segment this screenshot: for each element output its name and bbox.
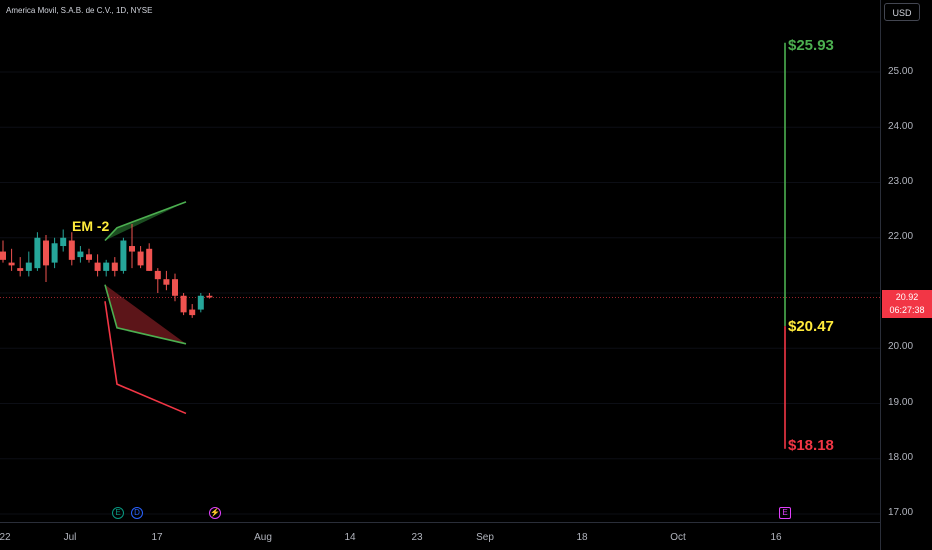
mid-level-label: $20.47 [788, 318, 834, 335]
candle-body [77, 251, 84, 258]
y-tick: 24.00 [888, 121, 914, 132]
candles [0, 223, 213, 318]
x-tick: Jul [63, 532, 77, 543]
candle-body [94, 262, 101, 271]
y-tick: 25.00 [888, 66, 914, 77]
candle-body [172, 279, 178, 296]
candle-body [60, 237, 67, 247]
y-axis-line [880, 0, 881, 550]
candle-body [137, 251, 144, 266]
x-tick: 16 [770, 532, 782, 543]
candle-body [103, 262, 110, 271]
chart-title: America Movil, S.A.B. de C.V., 1D, NYSE [6, 6, 153, 15]
x-tick: 17 [151, 532, 163, 543]
x-tick: Oct [670, 532, 686, 543]
upcoming-earnings-event-icon[interactable]: E [779, 507, 791, 519]
candle-body [8, 262, 15, 266]
lower-level-label: $18.18 [788, 437, 834, 454]
candle-body [17, 268, 24, 271]
split-event-icon[interactable]: ⚡ [209, 507, 221, 519]
y-tick: 18.00 [888, 452, 914, 463]
candle-body [0, 251, 6, 260]
y-tick: 20.00 [888, 341, 914, 352]
y-tick: 19.00 [888, 397, 914, 408]
x-tick: Aug [254, 532, 272, 543]
earnings-event-icon[interactable]: E [112, 507, 124, 519]
x-tick: 14 [344, 532, 356, 543]
dividend-event-icon[interactable]: D [131, 507, 143, 519]
candle-body [197, 295, 204, 310]
x-tick: Sep [476, 532, 494, 543]
upper-level-label: $25.93 [788, 37, 834, 54]
mid-expected-move-line [104, 284, 187, 345]
x-tick: 23 [411, 532, 423, 543]
x-tick: 18 [576, 532, 588, 543]
y-tick: 22.00 [888, 231, 914, 242]
last-price-badge: 20.92 06:27:38 [882, 290, 932, 318]
chart-grid [0, 71, 880, 515]
candle-body [86, 254, 92, 260]
candle-body [111, 262, 118, 271]
candle-body [129, 246, 135, 252]
candle-body [34, 237, 41, 269]
candle-body [25, 262, 32, 271]
candle-body [154, 270, 161, 280]
candle-body [68, 240, 75, 260]
candle-body [206, 295, 213, 298]
candle-body [163, 279, 170, 285]
y-tick: 17.00 [888, 507, 914, 518]
last-price-value: 20.92 [895, 292, 919, 302]
x-tick: 22 [0, 532, 11, 543]
candle-body [51, 243, 58, 263]
candle-body [189, 309, 196, 316]
candle-body [43, 240, 49, 266]
em-label: EM -2 [72, 218, 110, 234]
upper-expected-move-zone [105, 201, 186, 241]
x-axis-line [0, 522, 880, 523]
candle-body [180, 295, 187, 313]
candle-body [120, 240, 127, 271]
currency-button[interactable]: USD [884, 3, 920, 21]
last-price-countdown: 06:27:38 [889, 305, 925, 315]
y-tick: 23.00 [888, 176, 914, 187]
upper-expected-move-line [104, 201, 187, 242]
candle-body [146, 248, 153, 271]
lower-expected-move-line [104, 301, 187, 415]
